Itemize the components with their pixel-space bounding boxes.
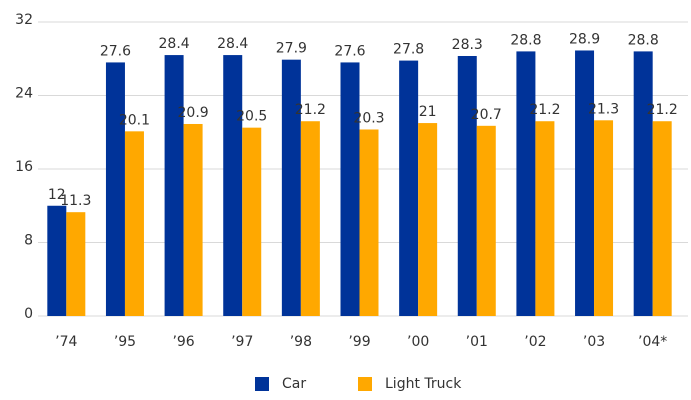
- data-label: 21.2: [529, 102, 560, 118]
- bar: [47, 205, 67, 316]
- x-tick-label: ’99: [348, 334, 370, 350]
- bar: [164, 55, 184, 316]
- data-label: 20.1: [119, 112, 150, 128]
- bar: [476, 125, 496, 316]
- y-tick-label: 16: [15, 159, 33, 175]
- bar: [594, 120, 614, 317]
- bar: [575, 50, 595, 316]
- data-label: 28.8: [628, 32, 659, 48]
- x-tick-label: ’96: [172, 334, 194, 350]
- data-label: 28.3: [452, 37, 483, 53]
- bar: [281, 59, 301, 316]
- data-label: 28.4: [159, 36, 190, 52]
- bar: [300, 121, 320, 316]
- bar: [418, 123, 438, 316]
- bar: [535, 121, 555, 316]
- x-tick-label: ’01: [466, 334, 488, 350]
- bar: [457, 55, 477, 317]
- data-label: 20.9: [178, 105, 209, 121]
- legend-label: Light Truck: [385, 376, 462, 392]
- bar: [183, 123, 203, 316]
- data-label: 21.3: [588, 101, 619, 117]
- data-label: 20.5: [236, 109, 267, 125]
- bar: [340, 62, 360, 316]
- y-tick-label: 32: [15, 12, 33, 28]
- data-label: 12: [48, 187, 66, 203]
- x-tick-label: ’97: [231, 334, 253, 350]
- data-label: 28.8: [510, 32, 541, 48]
- data-label: 27.6: [100, 43, 131, 59]
- bar: [66, 212, 86, 316]
- data-label: 28.4: [217, 36, 248, 52]
- x-tick-label: ’03: [583, 334, 605, 350]
- bar: [242, 127, 262, 316]
- bar: [359, 129, 379, 316]
- bar: [652, 121, 672, 316]
- bar: [399, 60, 419, 317]
- bar: [223, 55, 243, 316]
- data-label: 11.3: [60, 193, 91, 209]
- y-tick-label: 0: [24, 306, 33, 322]
- y-tick-label: 24: [15, 86, 33, 102]
- legend-swatch: [255, 377, 269, 391]
- data-label: 20.3: [353, 110, 384, 126]
- legend-label: Car: [282, 376, 306, 392]
- y-tick-label: 8: [24, 233, 33, 249]
- data-label: 21.2: [295, 102, 326, 118]
- x-tick-label: ’95: [114, 334, 136, 350]
- data-label: 27.9: [276, 41, 307, 57]
- data-label: 20.7: [471, 107, 502, 123]
- data-label: 27.8: [393, 42, 424, 58]
- data-label: 21.2: [647, 102, 678, 118]
- bar: [516, 51, 536, 317]
- bar: [633, 51, 653, 317]
- x-tick-label: ’04*: [638, 334, 667, 350]
- x-tick-label: ’74: [55, 334, 77, 350]
- bar: [124, 131, 144, 316]
- data-label: 27.6: [334, 43, 365, 59]
- x-tick-label: ’00: [407, 334, 429, 350]
- legend-swatch: [358, 377, 372, 391]
- x-tick-label: ’98: [290, 334, 312, 350]
- x-tick-label: ’02: [524, 334, 546, 350]
- bar: [105, 62, 125, 316]
- data-label: 21: [419, 104, 437, 120]
- data-label: 28.9: [569, 31, 600, 47]
